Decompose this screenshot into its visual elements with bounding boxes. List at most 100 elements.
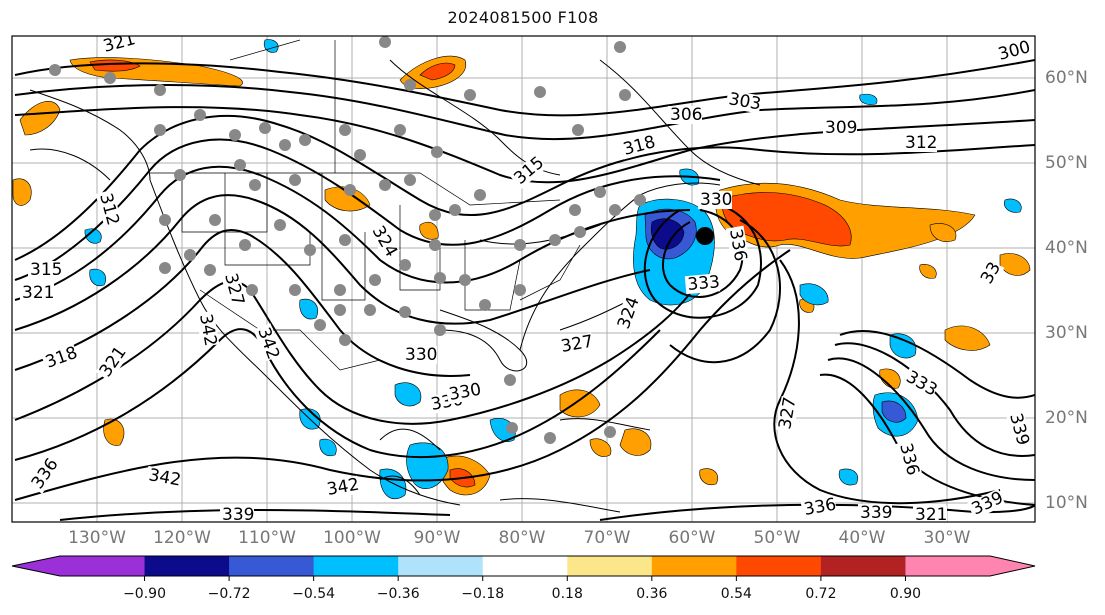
colorbar-segment bbox=[313, 556, 399, 576]
colorbar-segment bbox=[567, 556, 653, 576]
contour-label-bg bbox=[28, 261, 62, 279]
longitude-label: 120°W bbox=[153, 528, 211, 548]
colorbar-tick-label: 0.54 bbox=[720, 586, 752, 602]
contour-label-bg bbox=[27, 455, 62, 494]
colorbar-tick-label: 0.72 bbox=[805, 586, 837, 602]
contour-label-bg bbox=[95, 189, 122, 227]
colorbar-tick-label: 0.90 bbox=[889, 586, 922, 602]
contour-label-bg bbox=[800, 495, 838, 520]
colorbar-tick-label: −0.36 bbox=[376, 586, 420, 602]
contour-label-bg bbox=[967, 488, 1006, 520]
longitude-label: 130°W bbox=[68, 528, 126, 548]
colorbar-segment bbox=[736, 556, 822, 576]
contour-label-bg bbox=[913, 506, 947, 522]
colorbar-segment bbox=[482, 556, 568, 576]
contour-label-bg bbox=[509, 153, 548, 190]
contour-label-bg bbox=[195, 310, 220, 348]
longitude-label: 40°W bbox=[838, 528, 886, 548]
contour-label-bg bbox=[1005, 409, 1032, 447]
contour-label-bg bbox=[895, 439, 922, 477]
latitude-label: 40°N bbox=[1045, 238, 1088, 258]
contour-label: 339 bbox=[222, 505, 254, 525]
map-title: 2024081500 F108 bbox=[447, 8, 599, 27]
longitude-label: 100°W bbox=[323, 528, 381, 548]
contour-label-bg bbox=[253, 323, 283, 362]
colorbar-outline bbox=[11, 555, 1036, 577]
map-frame bbox=[11, 35, 1036, 523]
colorbar-over-arrow bbox=[990, 556, 1035, 576]
colorbar-segment bbox=[651, 556, 737, 576]
contour-label-bg bbox=[775, 396, 800, 433]
contour-label-bg bbox=[95, 343, 130, 382]
contour-label: 321 bbox=[22, 283, 54, 303]
contour-label-bg bbox=[684, 273, 721, 295]
contour-label: 330 bbox=[405, 345, 437, 365]
contour-label-bg bbox=[614, 295, 643, 334]
contour-label-bg bbox=[445, 380, 483, 405]
longitude-label: 60°W bbox=[668, 528, 716, 548]
latitude-label: 30°N bbox=[1045, 323, 1088, 343]
longitude-label: 110°W bbox=[238, 528, 296, 548]
colorbar-tick-label: 0.18 bbox=[551, 586, 583, 602]
colorbar-segment bbox=[144, 556, 230, 576]
colorbar-tick-label: −0.54 bbox=[292, 586, 336, 602]
contour-label-bg bbox=[557, 332, 595, 357]
contour-label-bg bbox=[99, 36, 137, 57]
colorbar-tick-label: 0.36 bbox=[636, 586, 668, 602]
station-dots bbox=[49, 36, 646, 444]
contour-label-bg bbox=[220, 506, 254, 522]
latitude-label: 60°N bbox=[1045, 68, 1088, 88]
latitude-label: 10°N bbox=[1045, 493, 1088, 513]
colorbar bbox=[11, 555, 1036, 581]
longitude-label: 80°W bbox=[498, 528, 546, 548]
height-contours bbox=[14, 59, 1035, 521]
colorbar-under-arrow bbox=[12, 556, 60, 576]
colorbar-segment bbox=[229, 556, 315, 576]
contour-label-bg bbox=[994, 38, 1032, 65]
map-background bbox=[12, 36, 1035, 522]
contour-label-bg bbox=[145, 465, 182, 490]
colorbar-segment bbox=[398, 556, 484, 576]
latitude-label: 50°N bbox=[1045, 153, 1088, 173]
colorbar-tick-label: −0.90 bbox=[123, 586, 166, 602]
contour-label-bg bbox=[725, 225, 750, 263]
contour-label: 315 bbox=[30, 260, 62, 280]
colorbar-tick-label: −0.18 bbox=[461, 586, 505, 602]
shading-positive bbox=[12, 55, 1031, 496]
contour-label-bg bbox=[41, 343, 80, 373]
colorbar-segment bbox=[820, 556, 906, 576]
contour-label-bg bbox=[220, 269, 247, 307]
contour-label-bg bbox=[901, 366, 940, 400]
latitude-label: 20°N bbox=[1045, 408, 1088, 428]
contour-label-bg bbox=[725, 89, 762, 114]
longitude-label: 50°W bbox=[753, 528, 801, 548]
contour-label: 321 bbox=[915, 505, 947, 525]
contour-label: 339 bbox=[860, 503, 892, 523]
longitude-label: 90°W bbox=[413, 528, 461, 548]
contour-label-bg bbox=[367, 221, 401, 260]
contour-label-bg bbox=[823, 119, 857, 137]
colorbar-segment bbox=[905, 556, 991, 576]
contour-label: 309 bbox=[825, 118, 857, 138]
contour-label-bg bbox=[903, 134, 937, 152]
storm-center-marker bbox=[696, 227, 714, 245]
contour-label: 330 bbox=[700, 190, 732, 210]
coastlines bbox=[29, 59, 761, 513]
contour-label-bg bbox=[976, 258, 1005, 289]
contour-label: 312 bbox=[905, 133, 937, 153]
contour-label-bg bbox=[20, 284, 54, 302]
longitude-label: 30°W bbox=[923, 528, 971, 548]
contour-label-bg bbox=[323, 475, 361, 500]
contour-label-bg bbox=[858, 504, 892, 522]
contour-label: 333 bbox=[687, 272, 721, 295]
contour-label-bg bbox=[698, 191, 732, 209]
contour-label: 306 bbox=[670, 105, 702, 125]
contour-label-bg bbox=[619, 133, 657, 160]
colorbar-tick-label: −0.72 bbox=[207, 586, 251, 602]
contour-label-bg bbox=[403, 346, 437, 364]
contour-label-bg bbox=[668, 106, 702, 124]
longitude-label: 70°W bbox=[583, 528, 631, 548]
